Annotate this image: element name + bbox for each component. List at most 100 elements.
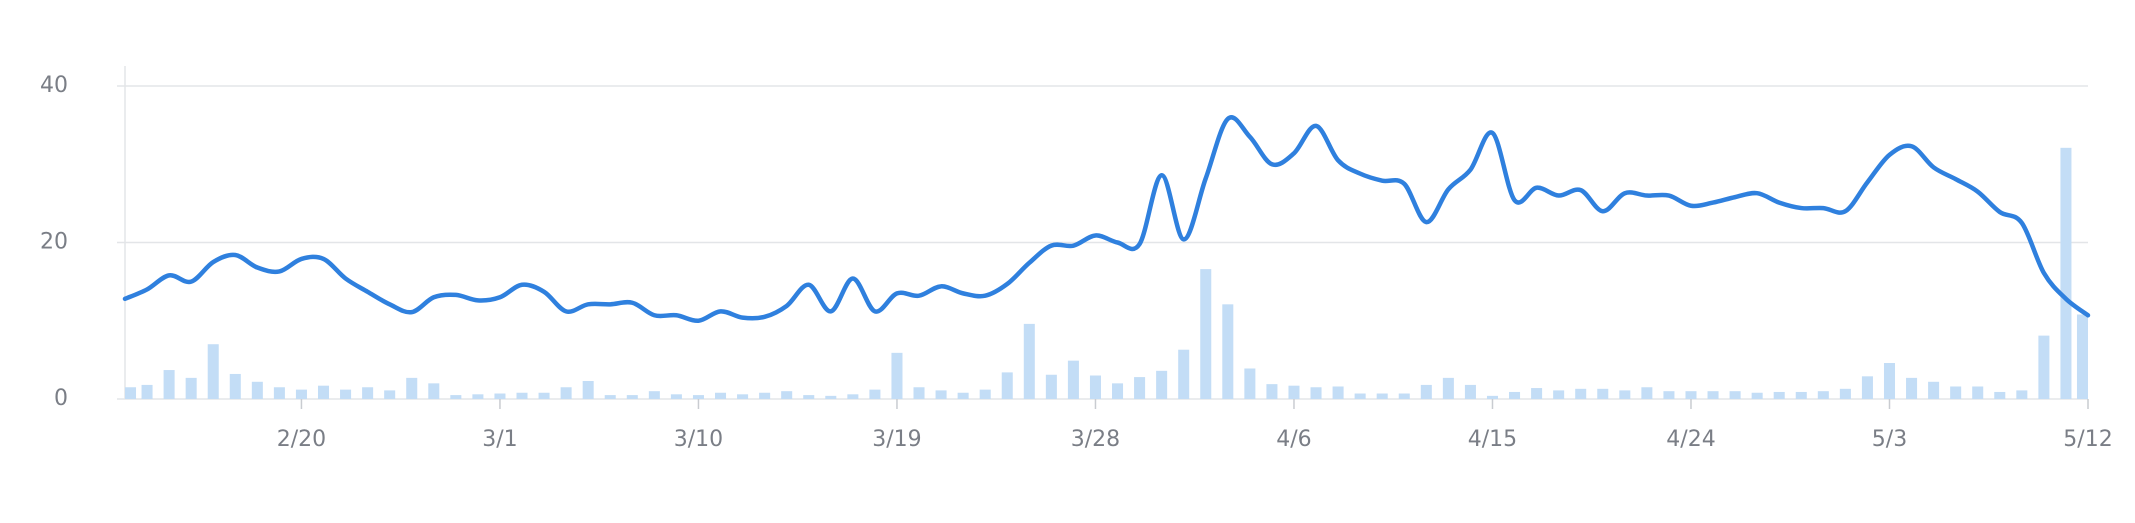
bar	[1067, 360, 1079, 399]
bar	[737, 394, 749, 399]
bar	[1619, 390, 1631, 399]
bar	[1597, 388, 1609, 399]
bar	[560, 387, 572, 399]
x-tick-label: 2/20	[277, 427, 326, 452]
y-tick-label: 20	[40, 230, 68, 255]
bar	[1950, 386, 1962, 399]
bar	[648, 391, 660, 399]
bar	[670, 394, 682, 399]
bar	[1156, 370, 1168, 399]
bar	[1685, 391, 1697, 399]
bar	[1222, 304, 1234, 399]
bar	[295, 389, 307, 399]
line	[122, 115, 2091, 324]
x-tick-label: 3/1	[482, 427, 517, 452]
bar	[362, 387, 374, 399]
bar	[125, 387, 137, 399]
bar	[1244, 368, 1256, 399]
bar	[1839, 388, 1851, 399]
bar	[1906, 377, 1918, 399]
bar	[1509, 391, 1521, 399]
bar	[1707, 391, 1719, 399]
bar	[1398, 393, 1410, 399]
x-tick-label: 5/12	[2063, 427, 2112, 452]
bar	[582, 381, 594, 399]
bar	[604, 395, 616, 399]
bar	[1288, 385, 1300, 399]
bar	[185, 377, 197, 399]
bar	[384, 390, 396, 399]
bar	[1641, 387, 1653, 399]
bar	[847, 394, 859, 399]
bar	[2038, 335, 2050, 399]
bar	[891, 352, 903, 399]
bar	[1089, 375, 1101, 399]
bar	[1663, 391, 1675, 399]
bar	[979, 389, 991, 399]
bar	[869, 389, 881, 399]
y-tick-label: 0	[54, 386, 68, 411]
y-tick-label: 40	[40, 73, 68, 98]
bar	[1464, 384, 1476, 399]
x-tick-label: 4/24	[1666, 427, 1715, 452]
x-tick-label: 3/28	[1071, 427, 1120, 452]
bar	[1994, 391, 2006, 399]
x-tick-label: 4/15	[1468, 427, 1517, 452]
bar	[2016, 390, 2028, 399]
bar	[1134, 377, 1146, 399]
bar	[1553, 390, 1565, 399]
bar	[494, 393, 506, 399]
bar	[2076, 314, 2088, 399]
bar	[1332, 386, 1344, 399]
bar	[340, 389, 352, 399]
bar	[273, 387, 285, 399]
bar	[1883, 363, 1896, 399]
bar	[1729, 391, 1741, 399]
bar	[1861, 376, 1873, 399]
bar	[626, 395, 638, 399]
bar	[1045, 374, 1057, 399]
bar	[1354, 393, 1366, 399]
x-tick-label: 3/19	[872, 427, 921, 452]
bar	[1531, 388, 1543, 399]
bar	[472, 394, 484, 399]
bar	[1310, 387, 1322, 399]
bar	[1001, 372, 1013, 399]
bar	[141, 384, 153, 399]
bar	[1420, 384, 1432, 399]
bar	[1178, 349, 1190, 399]
x-tick-label: 5/3	[1872, 427, 1907, 452]
bar	[538, 392, 550, 399]
bar	[450, 395, 462, 399]
bar	[406, 377, 418, 399]
bar	[1972, 386, 1984, 399]
bar	[1773, 391, 1785, 399]
bar	[1112, 383, 1124, 399]
bar	[825, 395, 837, 399]
bar	[803, 395, 815, 399]
bar	[935, 390, 947, 399]
bar	[1023, 323, 1035, 399]
bar	[229, 373, 241, 399]
bar	[163, 370, 175, 399]
bar	[1376, 393, 1388, 399]
x-tick-label: 4/6	[1276, 427, 1311, 452]
bar	[207, 344, 219, 399]
bar	[428, 383, 440, 399]
bar	[2060, 147, 2072, 399]
bar	[957, 392, 969, 399]
bar	[251, 381, 263, 399]
x-tick-label: 3/10	[674, 427, 723, 452]
bar	[781, 391, 793, 399]
bar	[715, 392, 727, 399]
bar	[1266, 384, 1278, 399]
bar	[1928, 381, 1940, 399]
bar	[1817, 391, 1829, 399]
bar	[913, 387, 925, 399]
bar	[516, 392, 528, 399]
bar	[1200, 269, 1212, 399]
bar	[1795, 391, 1807, 399]
bar	[1486, 395, 1498, 399]
bar	[759, 392, 771, 399]
